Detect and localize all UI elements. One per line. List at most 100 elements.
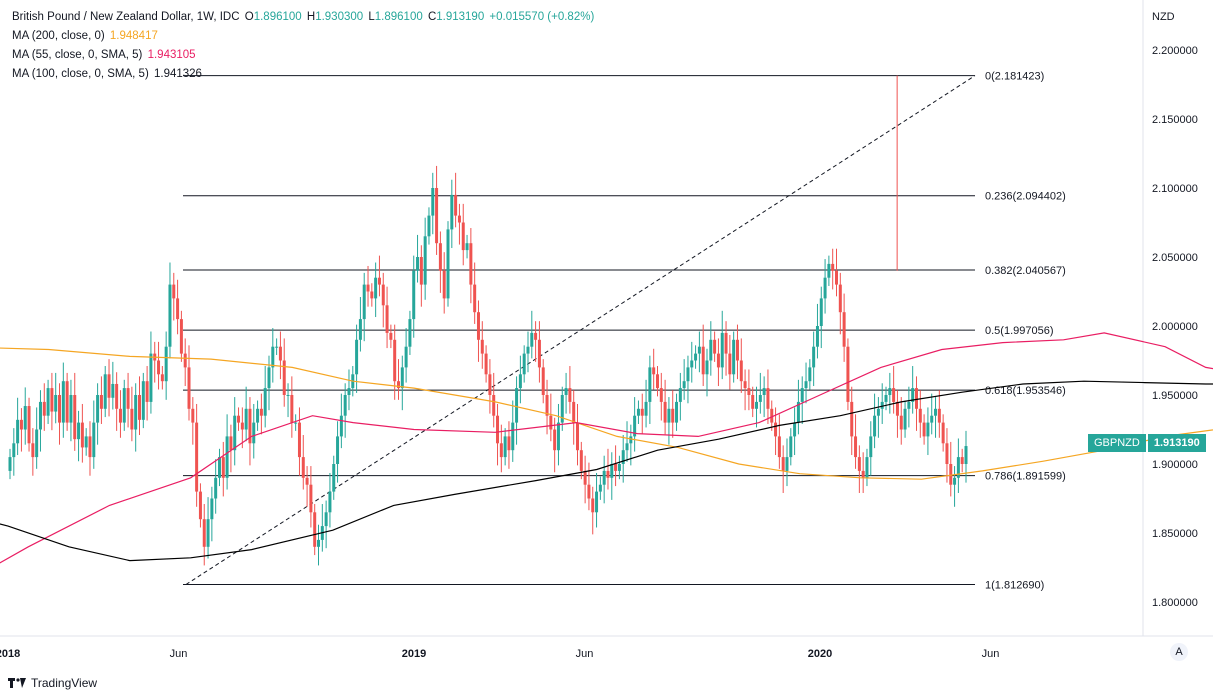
candle — [118, 390, 122, 438]
candle — [518, 355, 522, 404]
candle — [343, 383, 347, 438]
candle — [16, 397, 20, 456]
candle — [172, 272, 176, 321]
ma100-line — [0, 380, 1213, 562]
candle — [812, 331, 816, 387]
fibonacci-retracement[interactable]: 0(2.181423) 0.236(2.094402) 0.382(2.040567… — [183, 71, 1066, 592]
candle — [911, 366, 915, 414]
candle — [503, 428, 507, 466]
candle — [126, 372, 130, 428]
candle — [12, 428, 16, 476]
x-tick-label: Jun — [576, 648, 594, 660]
candle — [496, 403, 500, 466]
candle — [366, 265, 370, 307]
candle — [892, 366, 896, 414]
candle — [602, 455, 606, 504]
candle — [793, 407, 797, 456]
candle — [907, 386, 911, 428]
candle — [400, 355, 404, 411]
open-label: O — [244, 11, 254, 23]
candle — [191, 397, 195, 445]
candle — [103, 366, 107, 418]
candle — [301, 435, 305, 490]
candle — [751, 386, 755, 418]
candle — [19, 408, 23, 452]
fib-trend-line — [185, 75, 976, 585]
candle — [480, 321, 484, 369]
ma200-line — [0, 347, 1213, 480]
candle — [899, 397, 903, 445]
candle — [949, 441, 953, 497]
candle — [777, 414, 781, 469]
candle — [560, 386, 564, 431]
candle — [160, 366, 164, 390]
candle — [168, 262, 172, 359]
candle — [237, 407, 241, 431]
candle — [564, 372, 568, 414]
candle — [808, 359, 812, 390]
candle — [595, 472, 599, 528]
candle — [229, 424, 233, 473]
candle — [705, 348, 709, 397]
legend-ma200[interactable]: MA (200, close, 0) 1.948417 — [12, 27, 594, 46]
candle — [381, 272, 385, 328]
candle — [46, 379, 50, 424]
candle — [473, 262, 477, 324]
candle — [221, 441, 225, 497]
price-axis[interactable]: 1.800000 1.850000 1.900000 1.950000 2.000000… — [1152, 45, 1198, 609]
time-axis[interactable]: 2018Jun2019Jun2020Jun2021Jun2022Jun2023J… — [0, 648, 1213, 660]
candle — [895, 390, 899, 438]
legend-ma55[interactable]: MA (55, close, 0, SMA, 5) 1.943105 — [12, 46, 594, 65]
candle — [31, 428, 35, 476]
candle — [690, 341, 694, 383]
candle — [655, 366, 659, 397]
y-tick-label: 2.050000 — [1152, 252, 1198, 264]
candle — [735, 324, 739, 380]
candle — [275, 338, 279, 355]
candle — [389, 324, 393, 349]
candle — [469, 228, 473, 304]
candle — [636, 400, 640, 424]
candle — [396, 359, 400, 400]
candle — [644, 379, 648, 428]
candlestick-series — [8, 75, 968, 566]
candle — [145, 366, 149, 421]
candle — [659, 372, 663, 421]
candle — [621, 435, 625, 483]
candle — [857, 445, 861, 493]
candle — [183, 338, 187, 387]
candle — [648, 355, 652, 424]
fib-level-label: 0(2.181423) — [985, 71, 1044, 83]
candle — [282, 338, 286, 407]
candle — [675, 393, 679, 431]
candle — [838, 272, 842, 335]
candle — [545, 379, 549, 435]
candle — [686, 355, 690, 404]
auto-scale-button[interactable]: A — [1170, 643, 1188, 661]
x-tick-label: 2019 — [402, 648, 426, 660]
candle — [8, 448, 12, 480]
candle — [111, 361, 115, 410]
candle — [781, 445, 785, 493]
candle — [58, 383, 62, 445]
candle — [461, 203, 465, 266]
legend-symbol-row: British Pound / New Zealand Dollar, 1W, … — [12, 8, 594, 27]
candle — [305, 466, 309, 507]
tradingview-logo-icon — [8, 678, 26, 688]
candle — [54, 372, 58, 424]
brand-logo[interactable]: TradingView — [8, 676, 97, 690]
candle — [240, 407, 244, 449]
candle — [438, 231, 442, 293]
candle — [796, 379, 800, 435]
candle — [598, 476, 602, 500]
candle — [92, 400, 96, 469]
candle — [888, 372, 892, 414]
candle — [107, 359, 111, 417]
legend-ma100[interactable]: MA (100, close, 0, SMA, 5) 1.941326 — [12, 65, 594, 84]
candle — [534, 321, 538, 362]
candle — [256, 400, 260, 431]
candle — [865, 448, 869, 487]
candle — [202, 504, 206, 566]
candle — [80, 403, 84, 463]
